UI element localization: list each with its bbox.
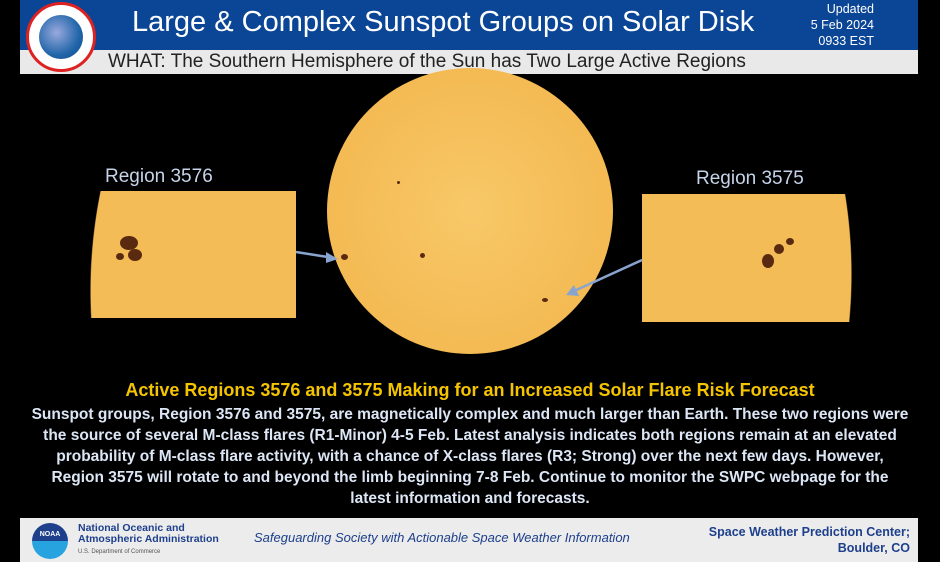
updated-label: Updated (826, 2, 874, 16)
swpc-line2: Boulder, CO (837, 541, 910, 555)
arrow-3575 (571, 258, 643, 294)
noaa-logo: NOAA (32, 523, 68, 559)
solar-disk (327, 68, 613, 354)
footer-bar: NOAA National Oceanic and Atmospheric Ad… (20, 518, 918, 562)
nws-logo (26, 2, 96, 72)
page-title: Large & Complex Sunspot Groups on Solar … (132, 6, 755, 38)
noaa-logo-text: NOAA (39, 531, 61, 538)
region-3575-image (642, 194, 868, 322)
noaa-line1: National Oceanic and (78, 522, 185, 534)
region-3576-label: Region 3576 (105, 166, 213, 187)
swpc-credit: Space Weather Prediction Center; Boulder… (709, 524, 910, 556)
headline: Active Regions 3576 and 3575 Making for … (125, 380, 815, 400)
swpc-line1: Space Weather Prediction Center; (708, 525, 910, 539)
noaa-line2: Atmospheric Administration (78, 533, 219, 545)
noaa-line3: U.S. Department of Commerce (78, 549, 161, 555)
body-text: Sunspot groups, Region 3576 and 3575, ar… (31, 406, 909, 507)
updated-time: 0933 EST (818, 34, 874, 48)
updated-date: 5 Feb 2024 (810, 18, 874, 32)
region-3576-image (72, 191, 296, 318)
header-bar: Large & Complex Sunspot Groups on Solar … (20, 0, 918, 50)
region-3575-label: Region 3575 (696, 168, 804, 189)
noaa-name: National Oceanic and Atmospheric Adminis… (78, 523, 219, 558)
slogan: Safeguarding Society with Actionable Spa… (254, 530, 630, 545)
updated-stamp: Updated 5 Feb 2024 0933 EST (811, 1, 874, 49)
